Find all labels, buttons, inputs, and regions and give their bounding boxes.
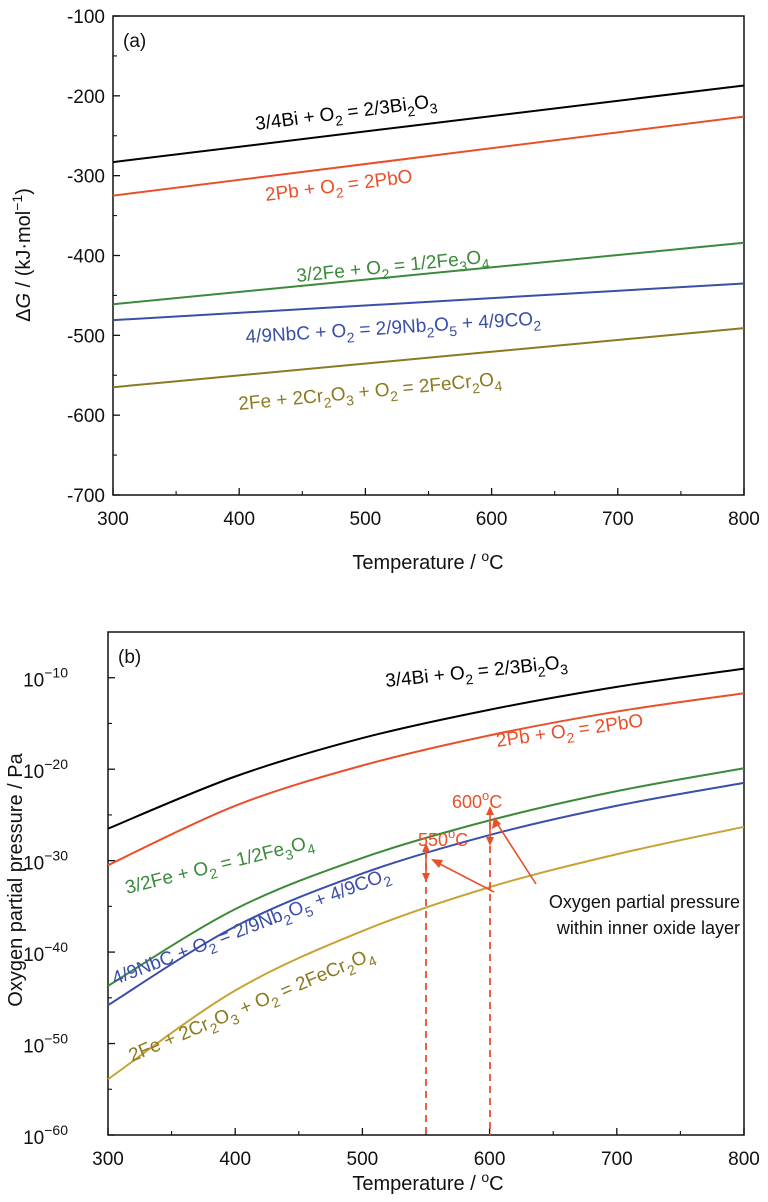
temperature-markers <box>422 806 537 1135</box>
series-line-a-2fe-2cr2o3-o2-2fecr2o4 <box>112 327 745 389</box>
y-tick-label-b: 10−30 <box>23 848 68 875</box>
y-tick-label-b: 10−60 <box>23 1122 68 1149</box>
x-tick-label-b: 500 <box>347 1149 379 1170</box>
series-lines-a <box>112 84 745 389</box>
temp-label-600: 600oC <box>452 788 502 812</box>
curve-label-cr-a: 2Fe + 2Cr2O3 + O2 = 2FeCr2O4 <box>237 369 503 419</box>
x-tick-label-b: 700 <box>601 1149 633 1170</box>
pointer-head-600 <box>492 817 501 829</box>
x-tick-label-a: 300 <box>97 509 129 530</box>
y-tick-label-b: 10−40 <box>23 939 68 966</box>
y-tick-label-a: -600 <box>67 406 105 427</box>
series-line-b-2fe-2cr2o3-o2-2fecr2o4 <box>107 825 745 1081</box>
x-tick-label-a: 700 <box>602 509 634 530</box>
tick-marks-a <box>112 15 745 496</box>
curve-label-nb-a: 4/9NbC + O2 = 2/9Nb2O5 + 4/9CO2 <box>245 308 542 352</box>
panel-a-chart: -700 -600 -500 -400 -300 -200 -100 300 400 500 60… <box>9 7 760 574</box>
y-axis-label-b: Oxygen partial pressure / Pa <box>5 752 27 1006</box>
curve-label-pb-a: 2Pb + O2 = 2PbO <box>264 166 414 210</box>
temp-label-550: 550oC <box>418 826 468 850</box>
panel-label-a: (a) <box>123 31 146 52</box>
arrowhead-550-down <box>422 873 430 882</box>
series-line-a-4-9nbc-o2-2-9nb2o5-4-9co2 <box>112 282 745 322</box>
x-axis-label-a: Temperature / oC <box>352 548 503 574</box>
series-lines-b <box>107 667 745 1081</box>
x-tick-label-a: 600 <box>476 509 508 530</box>
series-line-b-3-2fe-o2-1-2fe3o4 <box>107 767 745 987</box>
curve-label-pb-b: 2Pb + O2 = 2PbO <box>495 711 645 756</box>
panel-b-chart: 10−10 10−20 10−30 10−40 10−50 10−60 300 400 500… <box>5 631 760 1195</box>
curve-label-bi-a: 3/4Bi + O2 = 2/3Bi2O3 <box>254 91 439 139</box>
y-tick-label-a: -100 <box>67 7 105 28</box>
arrowhead-600-up <box>486 806 494 815</box>
arrowhead-550-up <box>422 843 430 852</box>
y-tick-label-b: 10−10 <box>23 665 68 692</box>
x-tick-label-b: 800 <box>728 1149 760 1170</box>
y-tick-label-b: 10−50 <box>23 1031 68 1058</box>
x-tick-labels-a: 300 400 500 600 700 800 <box>97 509 760 530</box>
y-tick-label-a: -400 <box>67 247 105 268</box>
x-tick-label-b: 600 <box>474 1149 506 1170</box>
pointer-to-550 <box>435 861 495 893</box>
series-line-a-3-2fe-o2-1-2fe3o4 <box>112 241 745 306</box>
curve-label-fe-b: 3/2Fe + O2 = 1/2Fe3O4 <box>123 832 317 903</box>
annotation-line-2: within inner oxide layer <box>556 918 740 938</box>
y-tick-label-a: -300 <box>67 167 105 188</box>
series-line-b-3-4bi-o2-2-3bi2o3 <box>107 667 745 830</box>
series-line-b-4-9nbc-o2-2-9nb2o5-4-9co2 <box>107 781 745 1006</box>
panel-label-b: (b) <box>118 647 141 668</box>
y-tick-labels-a: -700 -600 -500 -400 -300 -200 -100 <box>67 7 105 507</box>
arrowhead-600-down <box>486 837 494 846</box>
x-tick-label-a: 800 <box>728 509 760 530</box>
series-line-a-2pb-o2-2pbo <box>112 115 745 197</box>
y-tick-label-a: -700 <box>67 486 105 507</box>
curve-label-bi-b: 3/4Bi + O2 = 2/3Bi2O3 <box>384 652 569 696</box>
x-tick-labels-b: 300 400 500 600 700 800 <box>92 1149 760 1170</box>
x-tick-label-a: 400 <box>223 509 255 530</box>
y-tick-labels-b: 10−10 10−20 10−30 10−40 10−50 10−60 <box>23 665 68 1149</box>
x-tick-label-a: 500 <box>350 509 382 530</box>
x-axis-label-b: Temperature / oC <box>352 1169 503 1195</box>
series-line-a-3-4bi-o2-2-3bi2o3 <box>112 84 745 164</box>
pointer-to-600 <box>495 821 537 885</box>
y-tick-label-b: 10−20 <box>23 756 68 783</box>
x-tick-label-b: 300 <box>92 1149 124 1170</box>
tick-marks-b <box>107 677 745 1136</box>
annotation-line-1: Oxygen partial pressure <box>549 892 740 912</box>
y-tick-label-a: -500 <box>67 326 105 347</box>
y-axis-label-a: ΔG / (kJ·mol−1) <box>9 188 35 322</box>
pointer-head-550 <box>431 859 443 868</box>
x-tick-label-b: 400 <box>219 1149 251 1170</box>
y-tick-label-a: -200 <box>67 87 105 108</box>
series-line-b-2pb-o2-2pbo <box>107 692 745 867</box>
